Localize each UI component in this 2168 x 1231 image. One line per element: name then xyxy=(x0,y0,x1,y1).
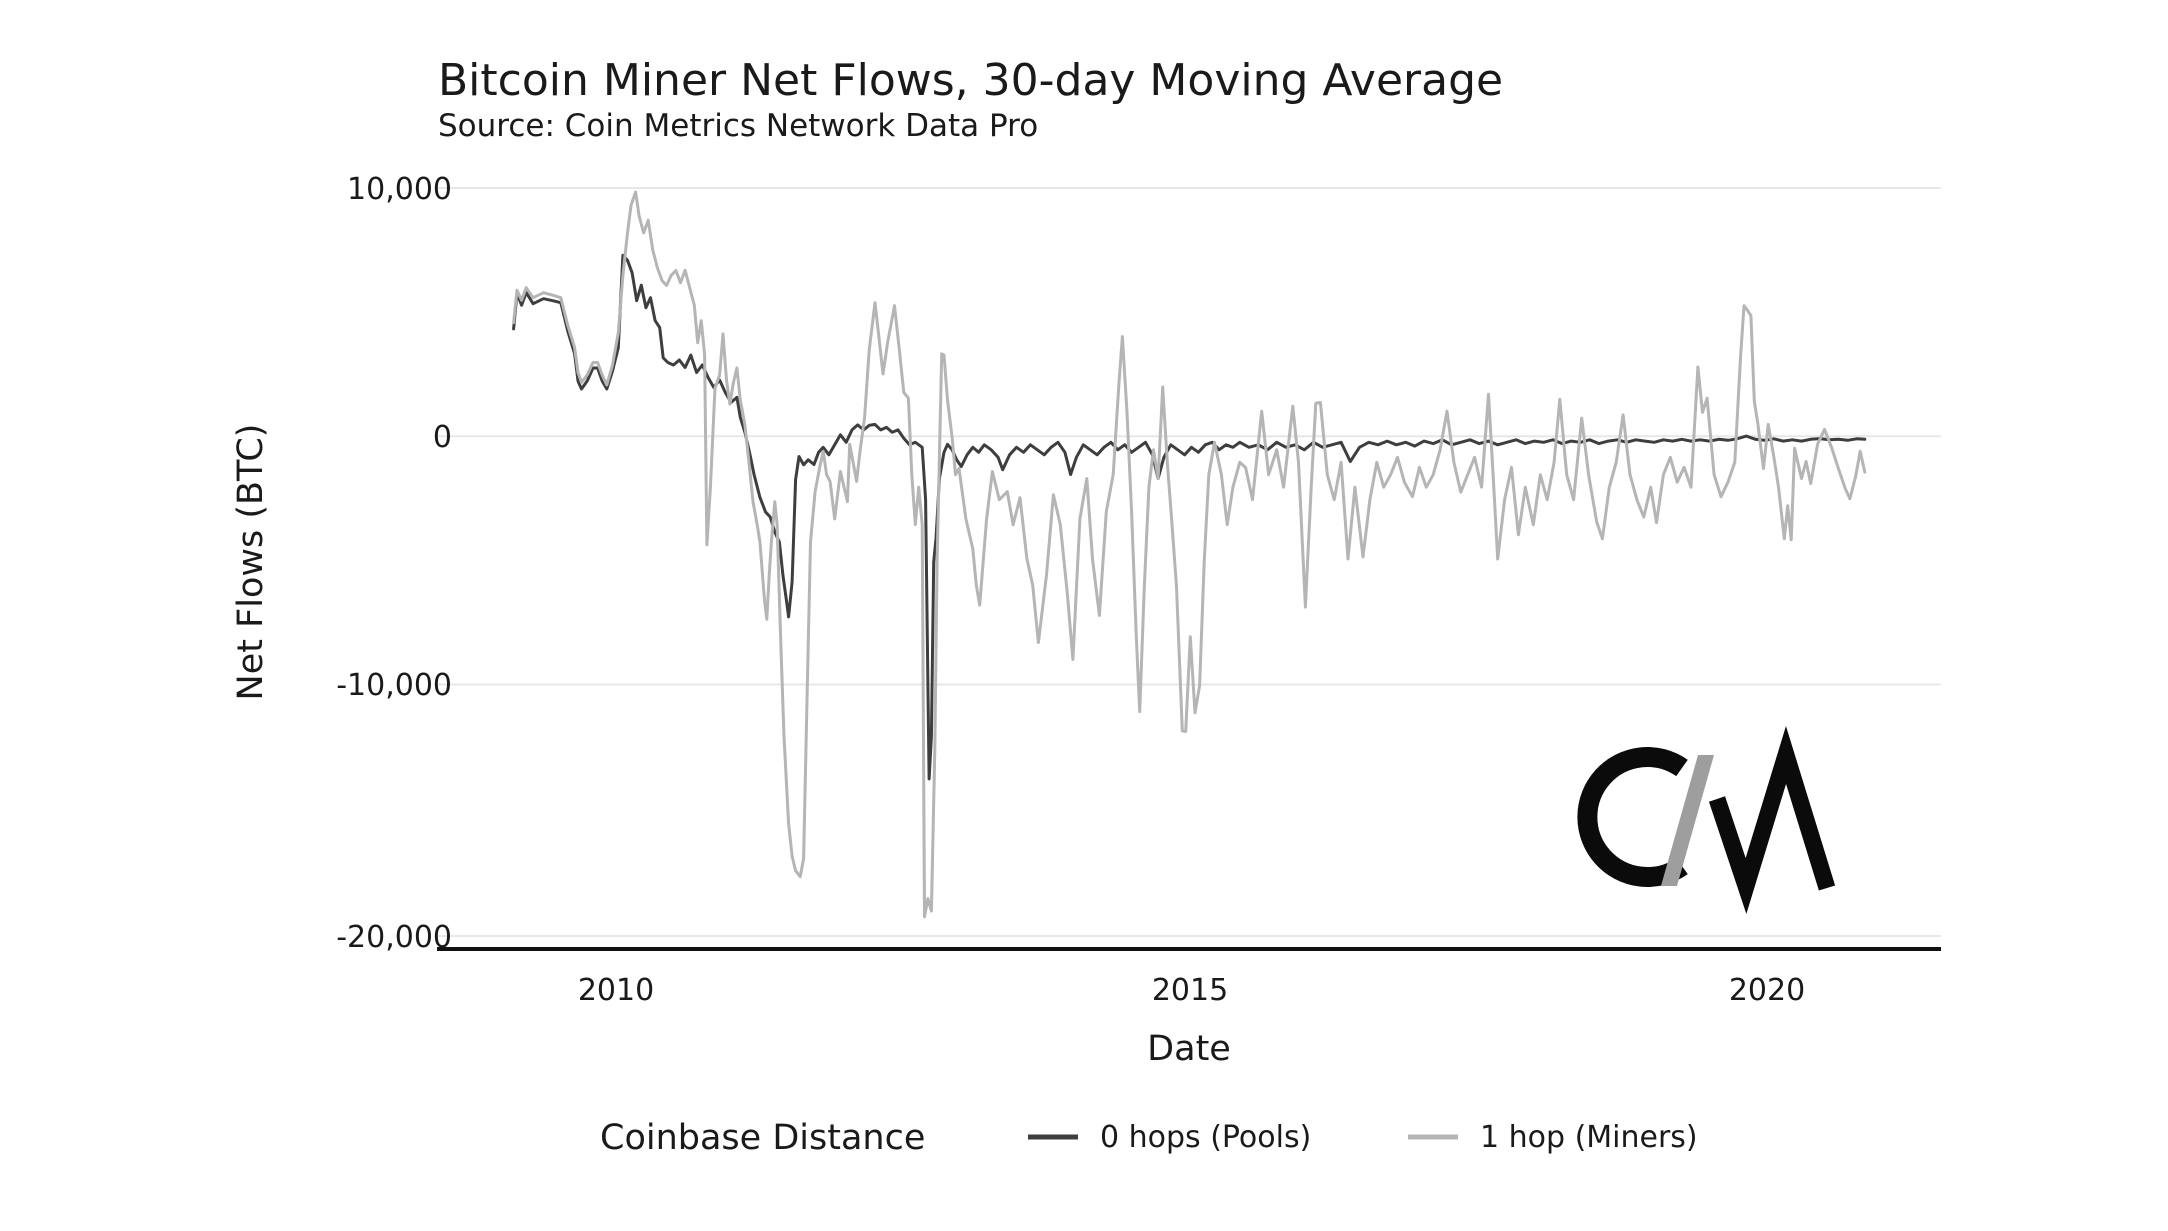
y-tick-10000: 10,000 xyxy=(347,172,452,207)
gridlines xyxy=(437,187,1941,937)
y-tick-neg20000: -20,000 xyxy=(336,920,452,955)
x-axis-tick-labels: 2010 2015 2020 xyxy=(578,973,1805,1008)
x-tick-2020: 2020 xyxy=(1729,973,1805,1008)
y-axis-label: Net Flows (BTC) xyxy=(231,424,271,701)
y-tick-0: 0 xyxy=(433,420,452,455)
legend: Coinbase Distance 0 hops (Pools) 1 hop (… xyxy=(600,1118,1698,1158)
legend-label-miners: 1 hop (Miners) xyxy=(1480,1120,1698,1155)
coin-metrics-logo xyxy=(1577,726,1836,914)
legend-title: Coinbase Distance xyxy=(600,1118,925,1158)
y-tick-neg10000: -10,000 xyxy=(336,668,452,703)
x-tick-2015: 2015 xyxy=(1152,973,1228,1008)
y-axis-tick-labels: 10,000 0 -10,000 -20,000 xyxy=(336,172,452,955)
logo-slash xyxy=(1661,755,1714,886)
chart-subtitle: Source: Coin Metrics Network Data Pro xyxy=(438,108,1038,144)
chart-title: Bitcoin Miner Net Flows, 30-day Moving A… xyxy=(438,55,1503,106)
x-tick-2010: 2010 xyxy=(578,973,654,1008)
series-line-miners xyxy=(512,190,1867,919)
logo-letter-c xyxy=(1577,747,1688,887)
legend-label-pools: 0 hops (Pools) xyxy=(1100,1120,1311,1155)
logo-letter-m xyxy=(1708,726,1836,914)
series-line-pools xyxy=(512,253,1867,781)
x-axis-label: Date xyxy=(1147,1029,1231,1069)
